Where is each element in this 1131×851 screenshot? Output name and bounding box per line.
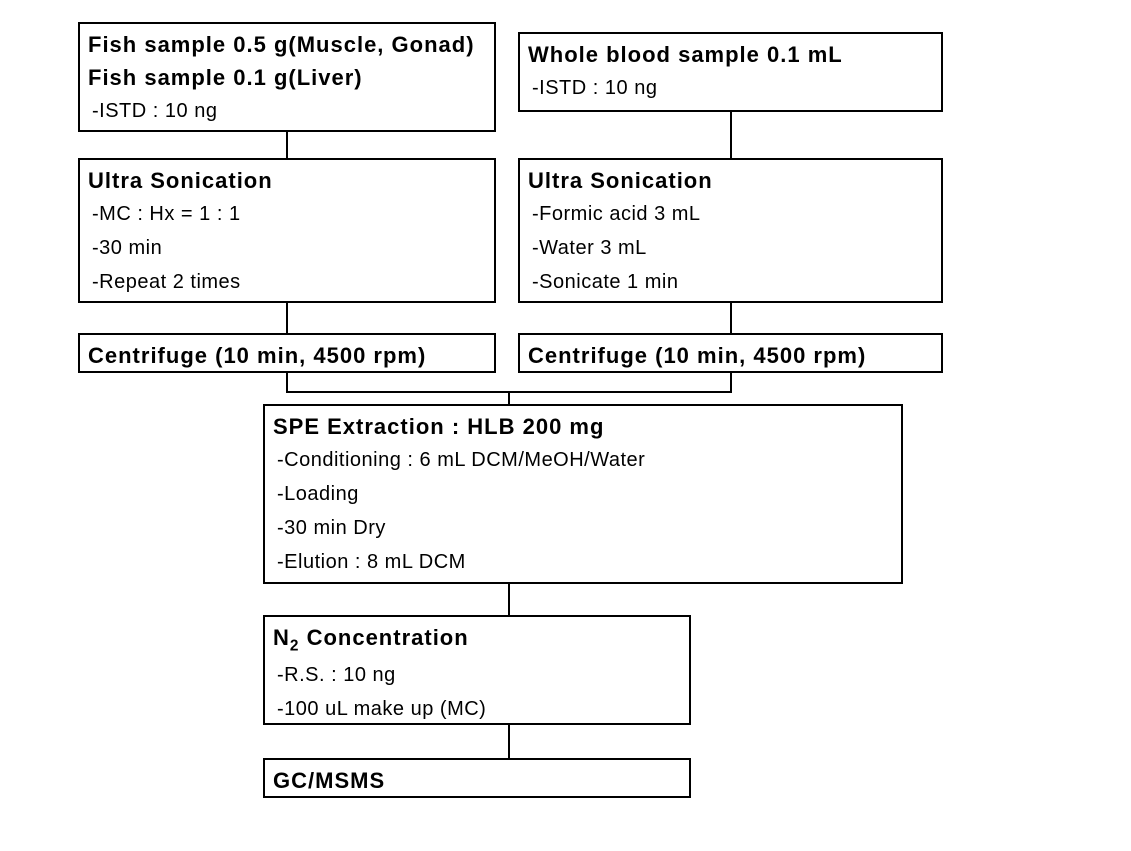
node-spe-extraction: SPE Extraction : HLB 200 mg -Conditionin…: [263, 404, 903, 584]
node-title: Centrifuge (10 min, 4500 rpm): [88, 339, 486, 372]
connector-line: [286, 373, 288, 391]
connector-line: [286, 303, 288, 333]
node-detail: -Formic acid 3 mL: [528, 197, 933, 231]
node-title-2: Fish sample 0.1 g(Liver): [88, 61, 486, 94]
node-detail: -Conditioning : 6 mL DCM/MeOH/Water: [273, 443, 893, 477]
node-title: Ultra Sonication: [88, 164, 486, 197]
n2-prefix: N: [273, 625, 290, 650]
node-detail: -ISTD : 10 ng: [88, 94, 486, 128]
n2-suffix: Concentration: [299, 625, 468, 650]
node-detail: -Elution : 8 mL DCM: [273, 545, 893, 579]
connector-line: [730, 373, 732, 391]
connector-line: [286, 132, 288, 158]
node-detail: -ISTD : 10 ng: [528, 71, 933, 105]
node-detail: -R.S. : 10 ng: [273, 658, 681, 692]
node-detail: -100 uL make up (MC): [273, 692, 681, 726]
node-title: Whole blood sample 0.1 mL: [528, 38, 933, 71]
node-ultra-sonication-right: Ultra Sonication -Formic acid 3 mL -Wate…: [518, 158, 943, 303]
connector-line: [730, 303, 732, 333]
node-n2-concentration: N2 Concentration -R.S. : 10 ng -100 uL m…: [263, 615, 691, 725]
connector-line: [508, 391, 510, 404]
node-detail: -Repeat 2 times: [88, 265, 486, 299]
connector-line: [508, 725, 510, 758]
node-title: Ultra Sonication: [528, 164, 933, 197]
node-detail: -Sonicate 1 min: [528, 265, 933, 299]
node-detail: -MC : Hx = 1 : 1: [88, 197, 486, 231]
node-fish-sample: Fish sample 0.5 g(Muscle, Gonad) Fish sa…: [78, 22, 496, 132]
node-blood-sample: Whole blood sample 0.1 mL -ISTD : 10 ng: [518, 32, 943, 112]
node-detail: -30 min Dry: [273, 511, 893, 545]
node-detail: -Loading: [273, 477, 893, 511]
node-detail: -Water 3 mL: [528, 231, 933, 265]
node-detail: -30 min: [88, 231, 486, 265]
node-title: N2 Concentration: [273, 621, 681, 658]
node-title: GC/MSMS: [273, 764, 681, 797]
node-title: Centrifuge (10 min, 4500 rpm): [528, 339, 933, 372]
node-title: Fish sample 0.5 g(Muscle, Gonad): [88, 28, 486, 61]
node-centrifuge-right: Centrifuge (10 min, 4500 rpm): [518, 333, 943, 373]
node-ultra-sonication-left: Ultra Sonication -MC : Hx = 1 : 1 -30 mi…: [78, 158, 496, 303]
node-centrifuge-left: Centrifuge (10 min, 4500 rpm): [78, 333, 496, 373]
node-title: SPE Extraction : HLB 200 mg: [273, 410, 893, 443]
node-gc-msms: GC/MSMS: [263, 758, 691, 798]
connector-line: [508, 584, 510, 615]
connector-line: [730, 112, 732, 158]
